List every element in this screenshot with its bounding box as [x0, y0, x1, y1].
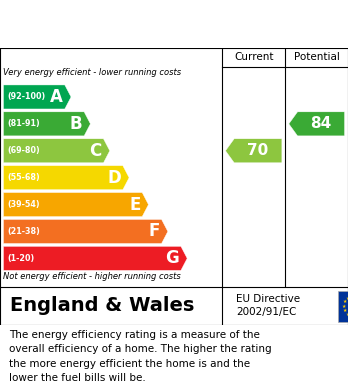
Text: 70: 70: [247, 143, 269, 158]
Text: Not energy efficient - higher running costs: Not energy efficient - higher running co…: [3, 272, 181, 281]
Polygon shape: [3, 166, 129, 190]
Text: (21-38): (21-38): [7, 227, 40, 236]
Text: The energy efficiency rating is a measure of the
overall efficiency of a home. T: The energy efficiency rating is a measur…: [9, 330, 271, 383]
Text: (69-80): (69-80): [7, 146, 40, 155]
Text: E: E: [129, 196, 141, 213]
Text: ★: ★: [346, 296, 348, 301]
FancyBboxPatch shape: [338, 291, 348, 321]
Text: 84: 84: [310, 117, 332, 131]
Polygon shape: [289, 112, 345, 136]
Text: ★: ★: [343, 308, 347, 314]
Text: D: D: [107, 169, 121, 187]
Text: (55-68): (55-68): [7, 173, 40, 182]
Text: ★: ★: [343, 299, 347, 304]
Polygon shape: [3, 85, 71, 109]
Text: Potential: Potential: [294, 52, 340, 63]
Text: G: G: [165, 249, 179, 267]
Polygon shape: [3, 219, 168, 244]
Text: ★: ★: [341, 304, 346, 309]
Text: (92-100): (92-100): [7, 92, 45, 101]
Text: (1-20): (1-20): [7, 254, 34, 263]
Text: England & Wales: England & Wales: [10, 296, 195, 315]
Text: Current: Current: [234, 52, 274, 63]
Text: ★: ★: [346, 312, 348, 317]
Text: (39-54): (39-54): [7, 200, 40, 209]
Polygon shape: [3, 246, 187, 271]
Text: B: B: [70, 115, 82, 133]
Polygon shape: [226, 139, 282, 163]
Polygon shape: [3, 112, 90, 136]
Polygon shape: [3, 192, 149, 217]
Text: Very energy efficient - lower running costs: Very energy efficient - lower running co…: [3, 68, 182, 77]
Text: C: C: [89, 142, 102, 160]
Text: A: A: [50, 88, 63, 106]
Text: F: F: [149, 222, 160, 240]
Text: EU Directive
2002/91/EC: EU Directive 2002/91/EC: [236, 294, 300, 317]
Text: Energy Efficiency Rating: Energy Efficiency Rating: [10, 15, 250, 33]
Polygon shape: [3, 139, 110, 163]
Text: (81-91): (81-91): [7, 119, 40, 128]
